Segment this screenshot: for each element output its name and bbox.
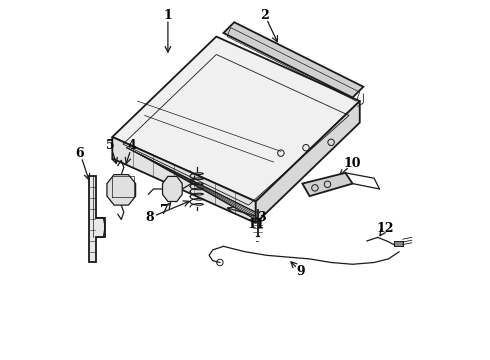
Text: 7: 7 [160, 204, 169, 217]
Polygon shape [163, 176, 182, 202]
Text: 9: 9 [296, 265, 305, 278]
Text: 8: 8 [146, 211, 154, 224]
Text: 12: 12 [376, 222, 393, 235]
Polygon shape [256, 101, 360, 223]
Polygon shape [89, 176, 105, 262]
Text: 2: 2 [260, 9, 269, 22]
Text: 11: 11 [247, 218, 265, 231]
Text: 5: 5 [106, 139, 115, 152]
Polygon shape [112, 137, 256, 223]
Text: 3: 3 [257, 211, 266, 224]
Text: 4: 4 [128, 139, 136, 152]
Polygon shape [302, 173, 353, 196]
Text: 10: 10 [344, 157, 361, 170]
Polygon shape [112, 37, 360, 202]
Text: 1: 1 [164, 9, 172, 22]
Polygon shape [223, 22, 364, 98]
Polygon shape [107, 175, 136, 205]
Bar [394, 241, 403, 246]
Text: 6: 6 [76, 147, 84, 159]
